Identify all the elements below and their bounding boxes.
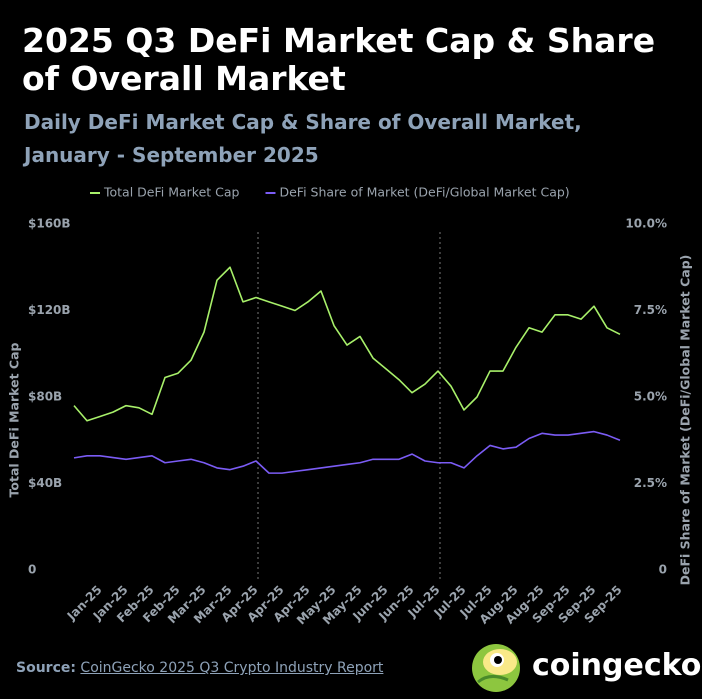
legend-label: Total DeFi Market Cap: [103, 185, 240, 200]
y2-tick-label: 5.0%: [634, 390, 667, 404]
y2-tick-label: 10.0%: [625, 217, 667, 231]
series-line: [73, 430, 621, 474]
y-tick-label: $40B: [28, 476, 62, 490]
source: Source: CoinGecko 2025 Q3 Crypto Industr…: [16, 660, 383, 676]
brand: coingecko: [532, 648, 702, 683]
series-line: [73, 266, 621, 422]
legend-label: DeFi Share of Market (DeFi/Global Market…: [279, 185, 569, 200]
y-tick-label: $80B: [28, 390, 62, 404]
source-label: Source:: [16, 660, 76, 676]
y-tick-label: $120B: [28, 303, 71, 317]
y2-tick-label: 0: [659, 563, 667, 577]
y2-tick-label: 2.5%: [634, 476, 667, 490]
source-link[interactable]: CoinGecko 2025 Q3 Crypto Industry Report: [80, 660, 384, 676]
chart-title: 2025 Q3 DeFi Market Cap & Share of Overa…: [22, 21, 656, 98]
y-axis-label: Total DeFi Market Cap: [7, 343, 22, 498]
chart-subtitle: Daily DeFi Market Cap & Share of Overall…: [24, 110, 582, 167]
y-tick-label: $160B: [28, 217, 71, 231]
gecko-logo: [472, 644, 520, 692]
y-tick-label: 0: [28, 563, 36, 577]
y2-tick-label: 7.5%: [634, 303, 667, 317]
y2-axis-label: DeFi Share of Market (DeFi/Global Market…: [678, 255, 693, 586]
